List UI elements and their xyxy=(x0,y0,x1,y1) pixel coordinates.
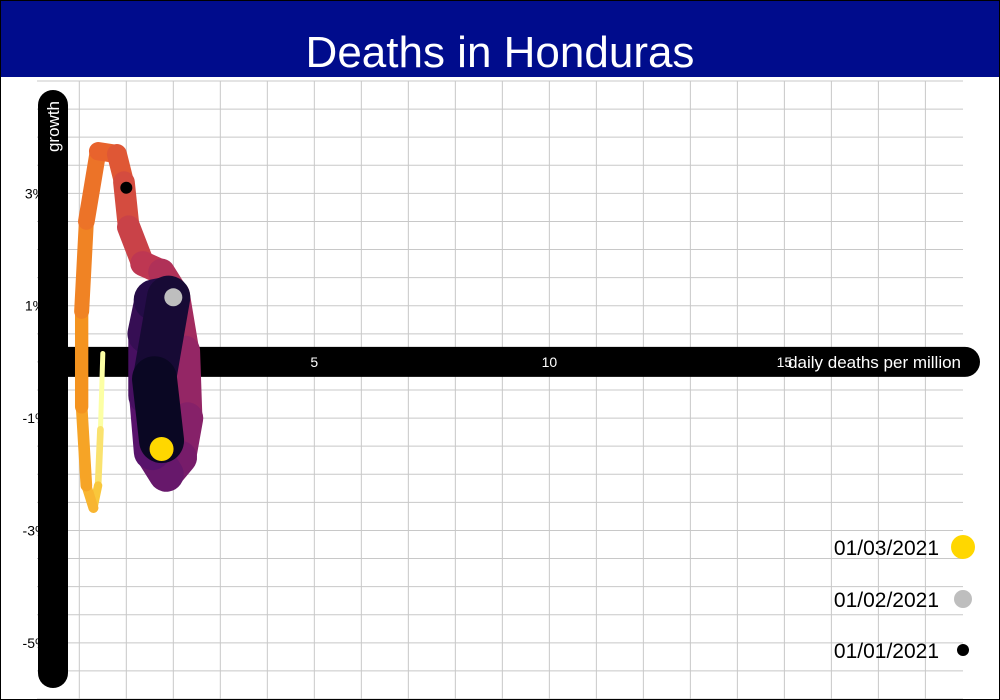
highlight-point xyxy=(164,288,183,307)
legend-marker xyxy=(954,590,972,608)
trail-segment xyxy=(132,356,185,464)
y-tick-label: -1% xyxy=(23,410,48,426)
trail-segment xyxy=(75,401,93,492)
y-tick-label: -5% xyxy=(23,635,48,651)
y-tick-label: 3% xyxy=(25,185,45,201)
highlight-points xyxy=(120,181,183,461)
x-tick-label: 10 xyxy=(542,354,558,370)
x-tick-label: 15 xyxy=(777,354,793,370)
y-axis-title: growth xyxy=(44,101,63,152)
y-tick-label: 1% xyxy=(25,298,45,314)
x-tick-label: 5 xyxy=(310,354,318,370)
grid-lines xyxy=(37,80,963,699)
trail-segment xyxy=(74,213,94,319)
legend-label: 01/03/2021 xyxy=(834,537,939,560)
legend-marker xyxy=(957,644,969,656)
trail-segment xyxy=(78,142,107,230)
legend: 01/03/2021 01/02/2021 01/01/2021 xyxy=(834,535,975,663)
highlight-point xyxy=(149,436,174,461)
title-bar xyxy=(1,1,999,77)
legend-label: 01/02/2021 xyxy=(834,589,939,612)
trail-segment xyxy=(94,425,104,489)
legend-marker xyxy=(951,535,975,559)
x-axis-title: daily deaths per million xyxy=(788,353,961,372)
legend-label: 01/01/2021 xyxy=(834,640,939,663)
axes: 5 10 15 3% 1% -1% -3% -5% daily deaths per milli… xyxy=(23,90,980,688)
y-tick-label: -3% xyxy=(23,522,48,538)
chart-title: Deaths in Honduras xyxy=(305,28,695,77)
highlight-point xyxy=(120,181,133,194)
trail-segment xyxy=(97,350,106,432)
